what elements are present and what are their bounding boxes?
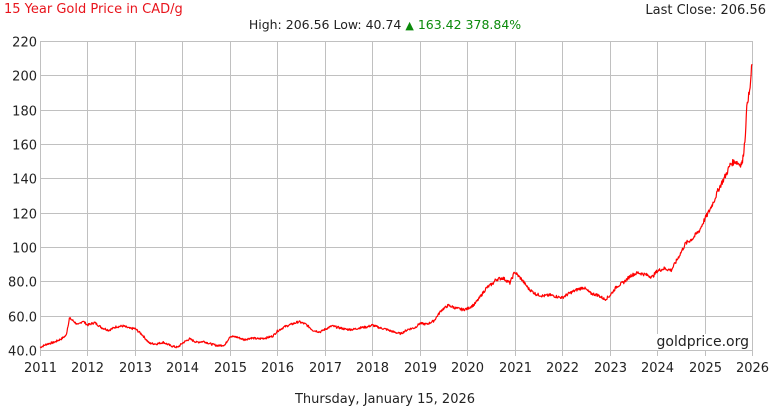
x-tick-label: 2024 (641, 361, 674, 376)
up-arrow-icon: ▲ (405, 19, 414, 32)
y-tick-label: 80.0 (8, 276, 37, 291)
x-tick-label: 2025 (689, 361, 722, 376)
last-close-label: Last Close: 206.56 (645, 3, 766, 18)
x-tick-label: 2022 (546, 361, 579, 376)
x-tick-label: 2018 (356, 361, 389, 376)
footer-date: Thursday, January 15, 2026 (294, 392, 476, 407)
y-tick-label: 60.0 (8, 311, 37, 326)
x-tick-label: 2017 (309, 361, 342, 376)
x-tick-label: 2026 (736, 361, 769, 376)
y-axis: 40.0 60.0 80.0 100 120 140 160 180 200 220 (8, 36, 37, 360)
chart-grid (40, 41, 753, 356)
x-axis: 2011 2012 2013 2014 2015 2016 2017 2018 2019 2020… (24, 361, 769, 376)
x-tick-label: 2011 (24, 361, 57, 376)
x-tick-label: 2012 (71, 361, 104, 376)
x-tick-label: 2023 (594, 361, 627, 376)
y-tick-label: 160 (12, 139, 37, 154)
low-label: Low: 40.74 (333, 17, 402, 32)
change-value: 163.42 (417, 17, 462, 32)
x-tick-label: 2015 (214, 361, 247, 376)
y-tick-label: 200 (12, 70, 37, 85)
y-tick-label: 180 (12, 105, 37, 120)
x-tick-label: 2020 (451, 361, 484, 376)
x-tick-label: 2014 (166, 361, 199, 376)
y-tick-label: 120 (12, 208, 37, 223)
change-percent: 378.84% (465, 17, 522, 32)
watermark: goldprice.org (654, 334, 751, 350)
y-tick-label: 100 (12, 242, 37, 257)
price-line (39, 63, 753, 349)
y-tick-label: 220 (12, 36, 37, 51)
high-label: High: 206.56 (248, 17, 330, 32)
x-tick-label: 2016 (261, 361, 294, 376)
y-tick-label: 40.0 (8, 345, 37, 360)
x-tick-label: 2013 (119, 361, 152, 376)
x-tick-label: 2021 (499, 361, 532, 376)
x-tick-label: 2019 (404, 361, 437, 376)
price-stats: High: 206.56 Low: 40.74 ▲ 163.42 378.84% (0, 17, 770, 32)
chart-title: 15 Year Gold Price in CAD/g (4, 2, 183, 17)
y-tick-label: 140 (12, 173, 37, 188)
